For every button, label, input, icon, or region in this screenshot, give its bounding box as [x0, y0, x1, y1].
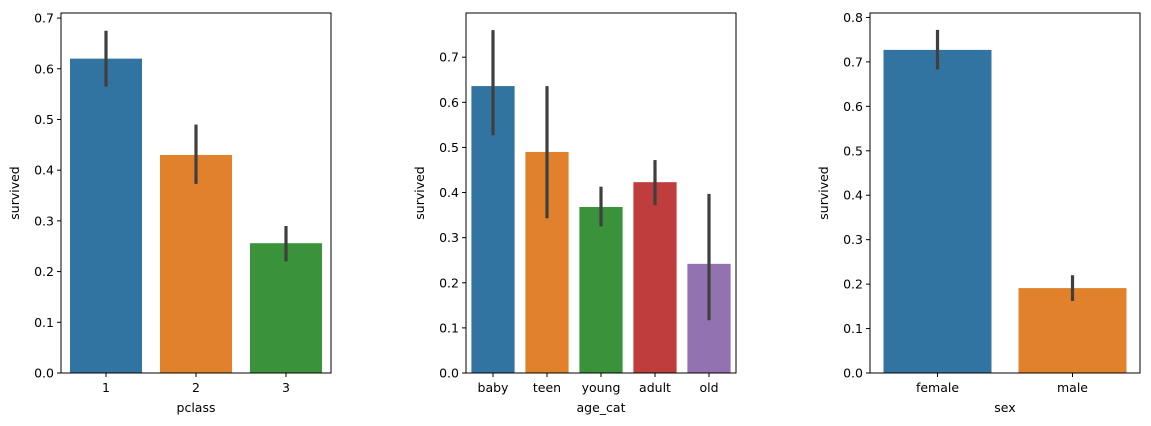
xtick-label: baby: [478, 380, 510, 395]
y-axis-label: survived: [816, 166, 831, 219]
x-axis-label: pclass: [177, 400, 216, 415]
ytick-label: 0.3: [439, 230, 459, 245]
ytick-label: 0.0: [34, 366, 54, 381]
bar-female: [883, 49, 992, 373]
ytick-label: 0.2: [34, 264, 54, 279]
ytick-label: 0.8: [843, 10, 863, 25]
ytick-label: 0.6: [843, 99, 863, 114]
subplot-3: 0.0 0.1 0.2 0.3 0.4 0.5 0.6 0.7 0.8 female male sex…: [816, 10, 1141, 415]
xtick-label: female: [916, 380, 959, 395]
bar-male: [1018, 288, 1127, 373]
bar-2: [160, 154, 232, 373]
xtick-label: 1: [102, 380, 110, 395]
xtick-label: teen: [533, 380, 561, 395]
ytick-label: 0.1: [439, 320, 459, 335]
ytick-label: 0.7: [34, 11, 54, 26]
subplot-2: 0.0 0.1 0.2 0.3 0.4 0.5 0.6 0.7 baby teen young adu…: [412, 12, 737, 415]
axes-frame: [869, 12, 1141, 374]
ytick-label: 0.4: [843, 188, 863, 203]
bar-1: [70, 58, 142, 373]
subplot-1: 0.0 0.1 0.2 0.3 0.4 0.5 0.6 0.7 1 2 3 pclass survive…: [7, 11, 332, 415]
xtick-label: male: [1057, 380, 1088, 395]
bar-young: [579, 206, 623, 373]
xtick-label: adult: [639, 380, 671, 395]
ytick-label: 0.1: [34, 315, 54, 330]
ytick-label: 0.3: [34, 213, 54, 228]
ytick-label: 0.0: [843, 366, 863, 381]
ytick-label: 0.1: [843, 321, 863, 336]
ytick-label: 0.4: [34, 163, 54, 178]
bar-adult: [633, 182, 677, 373]
ytick-label: 0.7: [439, 50, 459, 65]
ytick-label: 0.5: [439, 140, 459, 155]
ytick-label: 0.6: [34, 61, 54, 76]
y-axis-label: survived: [7, 166, 22, 219]
ytick-label: 0.4: [439, 185, 459, 200]
ytick-label: 0.5: [843, 143, 863, 158]
ytick-label: 0.0: [439, 366, 459, 381]
xtick-label: old: [699, 380, 718, 395]
ytick-label: 0.6: [439, 95, 459, 110]
ytick-label: 0.7: [843, 54, 863, 69]
ytick-label: 0.2: [843, 277, 863, 292]
xtick-label: young: [582, 380, 621, 395]
x-axis-label: sex: [994, 400, 1015, 415]
x-axis-label: age_cat: [577, 400, 626, 415]
ytick-label: 0.3: [843, 232, 863, 247]
bar-3: [250, 243, 322, 373]
ytick-label: 0.5: [34, 112, 54, 127]
y-axis-label: survived: [412, 166, 427, 219]
ytick-label: 0.2: [439, 275, 459, 290]
xtick-label: 3: [282, 380, 290, 395]
xtick-label: 2: [192, 380, 200, 395]
